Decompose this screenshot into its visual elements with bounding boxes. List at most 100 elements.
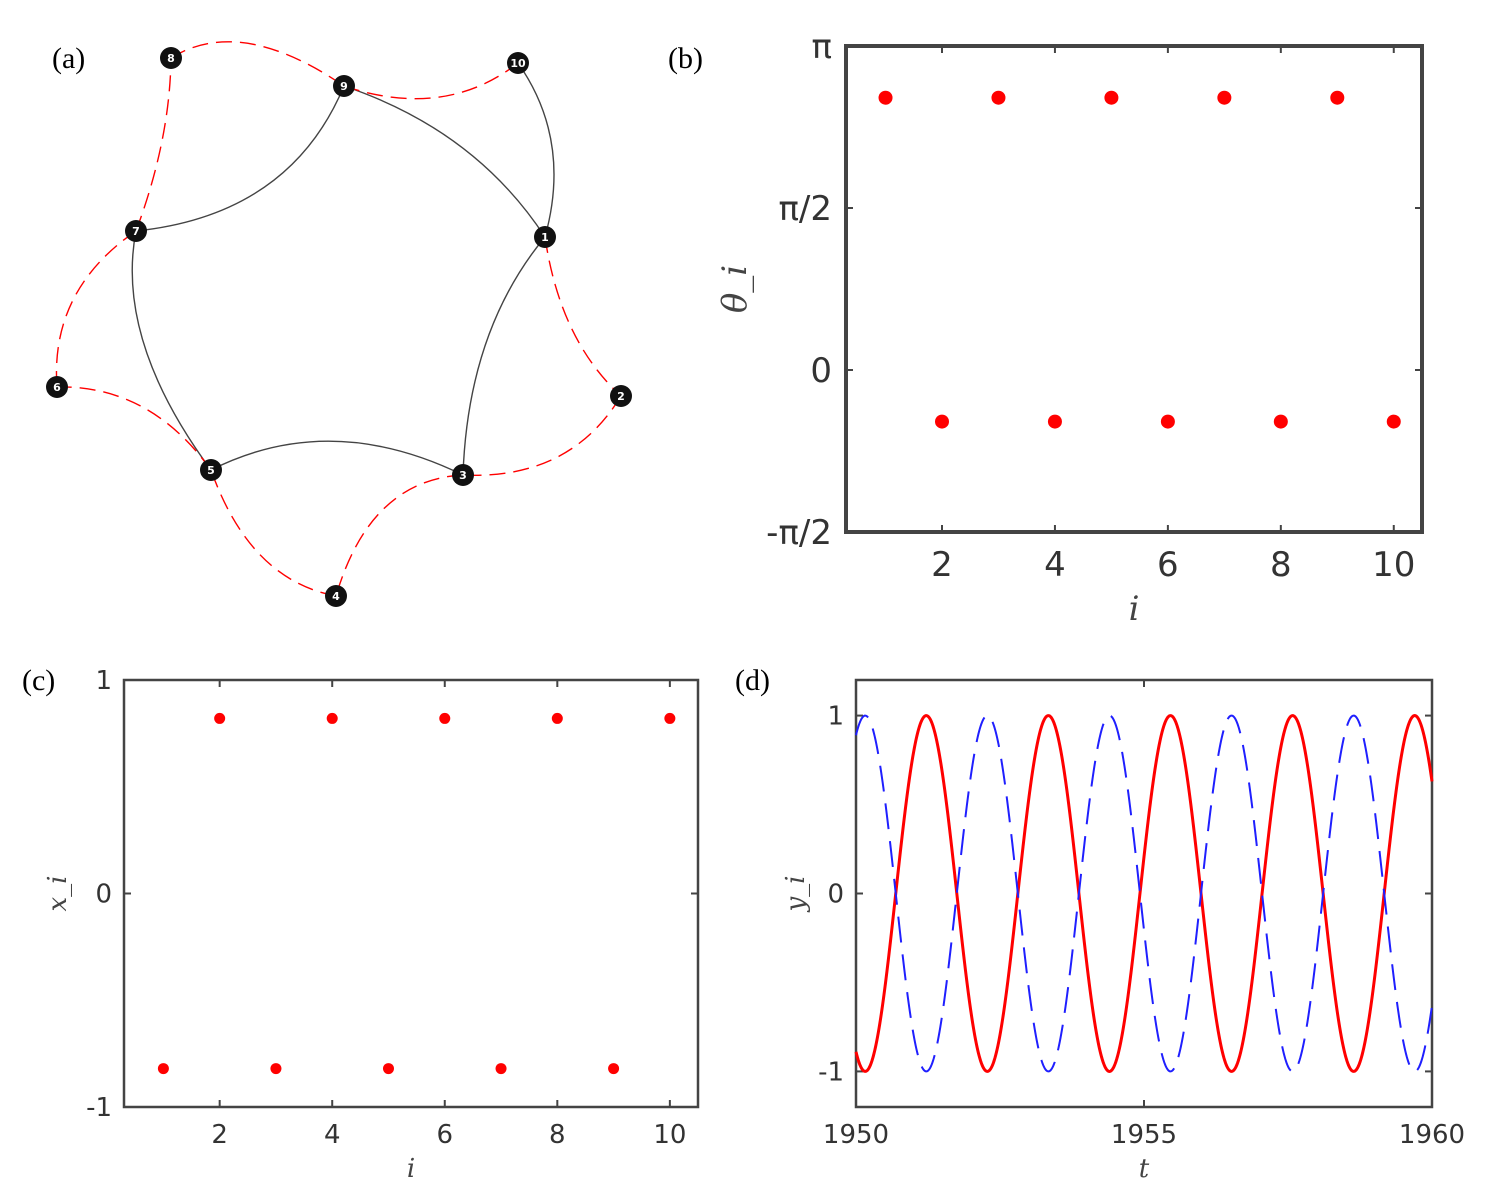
data-point: [382, 1063, 394, 1075]
y-tick-label: 1: [827, 702, 844, 732]
y-tick-label: -π/2: [766, 513, 832, 553]
x-axis-label: i: [1129, 589, 1140, 629]
data-point: [1047, 414, 1062, 429]
solid-edge-9-1: [343, 85, 546, 238]
y-axis-label: θ_i: [715, 265, 755, 313]
data-point: [608, 1063, 620, 1075]
panel-label-a: (a): [52, 42, 85, 75]
panel-label-d: (d): [735, 664, 770, 697]
node-circle: [200, 459, 222, 481]
x-tick-label: 10: [653, 1120, 686, 1150]
y-axis-label: x_i: [43, 876, 73, 912]
dashed-edge-9-10: [343, 62, 519, 100]
dashed-edge-6-7: [55, 230, 137, 388]
data-point: [551, 712, 563, 724]
y-tick-label: 0: [827, 880, 844, 910]
node-label: 8: [167, 52, 175, 65]
node-2: 2: [610, 385, 632, 407]
network-edges: [55, 41, 622, 597]
node-label: 5: [207, 464, 215, 477]
dashed-edge-5-6: [56, 386, 212, 471]
panel-label-c: (c): [22, 664, 55, 697]
x-axis-label: i: [407, 1154, 415, 1184]
panel-b-plot: 2 4 6 8 10 -π/2 0 π/2 π i θ_i: [715, 27, 1424, 629]
series-line-solid: [854, 714, 1434, 1073]
dashed-edge-4-5: [210, 469, 337, 597]
dashed-edge-1-2: [544, 236, 622, 397]
node-label: 1: [541, 231, 549, 244]
node-circle: [534, 226, 556, 248]
node-circle: [333, 75, 355, 97]
solid-edge-3-5: [210, 440, 464, 476]
data-point: [1386, 414, 1401, 429]
x-tick-label: 8: [1270, 545, 1292, 585]
network-nodes: 1 2 3 4 5 6 7 8 9 10: [46, 47, 632, 607]
data-point: [214, 712, 226, 724]
node-circle: [160, 47, 182, 69]
y-tick-label: π/2: [778, 189, 832, 229]
y-axis-label: y_i: [781, 875, 811, 912]
solid-edge-1-3: [462, 236, 546, 476]
data-point: [157, 1063, 169, 1075]
panel-c-plot: 2 4 6 8 10 -1 0 1 i x_i: [43, 666, 700, 1184]
y-tick-label: -1: [818, 1058, 844, 1088]
y-tick-label: -1: [86, 1093, 112, 1123]
node-circle: [46, 376, 68, 398]
x-tick-label: 1950: [823, 1120, 889, 1150]
node-6: 6: [46, 376, 68, 398]
node-circle: [507, 52, 529, 74]
node-label: 7: [132, 225, 140, 238]
data-point: [439, 712, 451, 724]
data-point: [935, 414, 949, 429]
axes-frame: [854, 678, 1434, 1109]
node-circle: [610, 385, 632, 407]
data-point: [1217, 90, 1232, 105]
node-label: 2: [617, 390, 625, 403]
node-label: 10: [510, 57, 526, 70]
network-graph: 1 2 3 4 5 6 7 8 9 10: [46, 41, 632, 607]
dashed-edge-7-8: [135, 57, 172, 232]
node-circle: [452, 464, 474, 486]
axes-frame: [122, 678, 700, 1109]
node-label: 3: [459, 469, 467, 482]
dashed-edge-2-3: [462, 395, 622, 476]
data-point: [1273, 414, 1288, 429]
y-tick-label: 0: [95, 880, 112, 910]
x-tick-label: 8: [549, 1120, 566, 1150]
data-point: [495, 1063, 507, 1075]
data-point: [1160, 414, 1175, 429]
node-10: 10: [507, 52, 529, 74]
x-tick-label: 6: [436, 1120, 453, 1150]
axes-frame: [844, 44, 1424, 534]
data-point: [1104, 90, 1119, 105]
y-tick-label: 0: [810, 351, 832, 391]
data-point: [1330, 90, 1345, 105]
x-tick-label: 2: [211, 1120, 228, 1150]
node-9: 9: [333, 75, 355, 97]
node-label: 6: [53, 381, 61, 394]
x-axis-label: t: [1139, 1154, 1150, 1184]
x-tick-label: 1960: [1399, 1120, 1465, 1150]
x-tick-label: 6: [1157, 545, 1179, 585]
series-line-dashed: [855, 714, 1433, 1073]
data-point: [878, 90, 893, 105]
node-circle: [325, 585, 347, 607]
dashed-edge-3-4: [335, 474, 464, 597]
solid-edge-1-10: [517, 62, 555, 238]
node-7: 7: [125, 220, 147, 242]
x-tick-label: 2: [931, 545, 953, 585]
x-tick-label: 10: [1372, 545, 1415, 585]
y-tick-label: 1: [95, 666, 112, 696]
x-tick-label: 4: [1044, 545, 1066, 585]
node-label: 4: [332, 590, 340, 603]
node-8: 8: [160, 47, 182, 69]
data-point: [664, 712, 676, 724]
node-label: 9: [340, 80, 348, 93]
y-tick-label: π: [812, 27, 832, 67]
panel-label-b: (b): [668, 42, 703, 75]
data-point: [270, 1063, 282, 1075]
solid-edge-7-9: [135, 85, 345, 232]
x-tick-label: 1955: [1111, 1120, 1177, 1150]
data-point: [991, 90, 1006, 105]
